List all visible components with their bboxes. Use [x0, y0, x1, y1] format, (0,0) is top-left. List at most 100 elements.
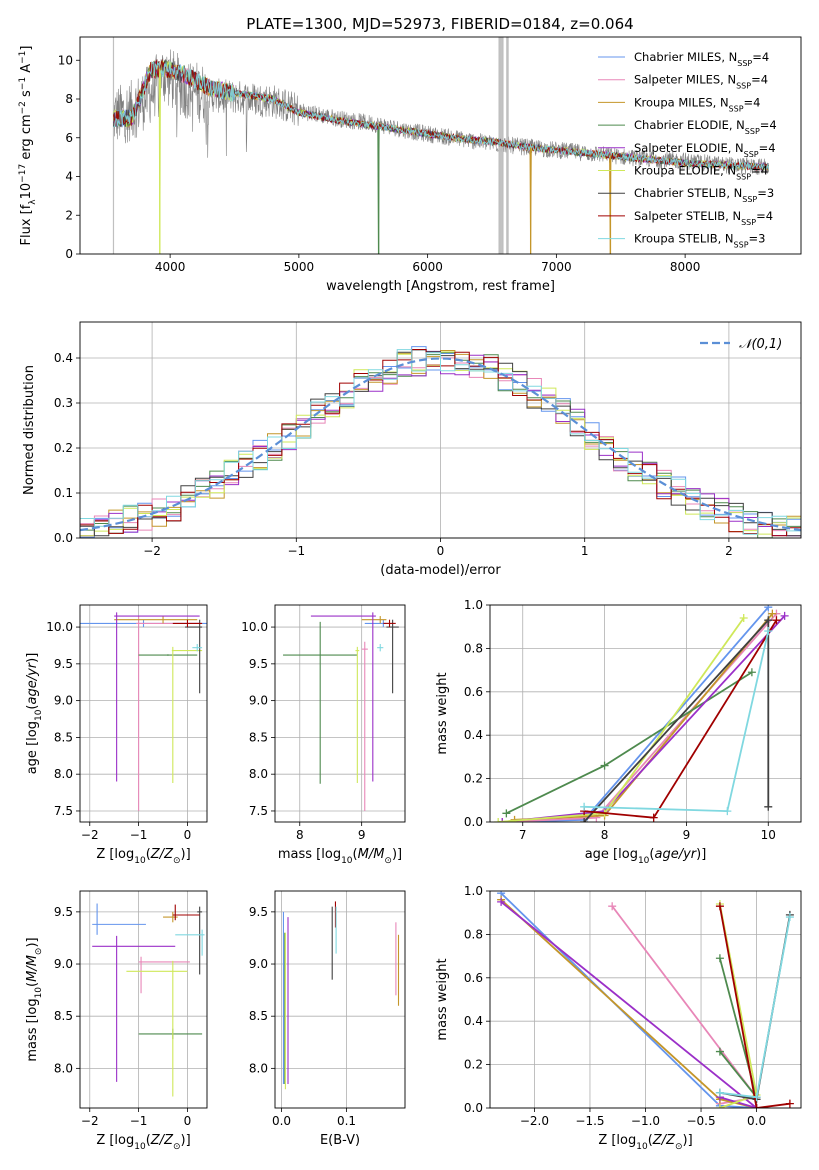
- legend-label: Kroupa MILES, NSSP=4: [634, 95, 760, 113]
- axes-frame: [274, 890, 406, 1109]
- panel-mass_vs_ebv: 0.0 0.1 8.0 8.5 9.0 9.5 E(B-V): [249, 890, 406, 1148]
- x-axis-label: Z [log10(Z/Z⊙)]: [96, 1133, 190, 1152]
- y-tick-label: 9.0: [54, 694, 73, 708]
- y-axis-label: mass [log10(M/M⊙)]: [25, 937, 44, 1061]
- x-tick-label: 2: [725, 544, 733, 558]
- x-tick-label: 7: [519, 828, 527, 842]
- x-tick-label: −1: [130, 1114, 148, 1128]
- axes-frame: [79, 36, 802, 255]
- y-tick-label: 0.6: [464, 971, 483, 985]
- weight-line-7: [719, 906, 791, 1108]
- x-axis-label: (data-model)/error: [380, 563, 501, 578]
- y-axis-label: Normed distribution: [22, 365, 37, 495]
- weight-marker: [498, 818, 507, 822]
- weight-marker: [747, 668, 756, 677]
- x-tick-label: 0: [184, 828, 192, 842]
- x-tick-label: 5000: [284, 260, 315, 274]
- legend-label: Salpeter ELODIE, NSSP=4: [634, 141, 776, 159]
- y-axis-label: mass weight: [435, 672, 450, 754]
- weight-marker: [649, 813, 658, 822]
- x-tick-label: 0.0: [747, 1114, 766, 1128]
- weight-marker: [785, 913, 794, 922]
- y-tick-label: 9.5: [249, 905, 268, 919]
- plot-area: [283, 612, 399, 811]
- y-tick-label: 0.0: [464, 815, 483, 829]
- legend-label: Chabrier STELIB, NSSP=3: [634, 186, 774, 204]
- y-tick-label: 10.0: [241, 620, 268, 634]
- x-tick-label: −2: [81, 1114, 99, 1128]
- y-tick-label: 1.0: [464, 598, 483, 612]
- weight-marker: [494, 818, 503, 822]
- x-tick-label: −1: [287, 544, 305, 558]
- legend-label: Chabrier ELODIE, NSSP=4: [634, 118, 777, 136]
- axes-frame: [79, 604, 208, 823]
- x-tick-label: 8: [296, 828, 304, 842]
- y-tick-label: 8.0: [249, 767, 268, 781]
- weight-marker: [502, 809, 511, 818]
- y-tick-label: 10: [58, 53, 73, 67]
- y-axis-label: mass weight: [435, 958, 450, 1040]
- x-tick-label: −2.0: [520, 1114, 549, 1128]
- y-tick-label: 4: [65, 170, 73, 184]
- plot-area: [282, 901, 400, 1090]
- axes-frame: [489, 604, 802, 823]
- panel-residual_hist: −2 −1 0 1 2 0.0 0.1 0.2 0.3 0.4 𝒩(0,1) (data-model)…: [22, 321, 802, 578]
- x-tick-label: 1: [581, 544, 589, 558]
- y-tick-label: 0.3: [54, 396, 73, 410]
- y-tick-label: 8.5: [249, 730, 268, 744]
- weight-marker: [715, 1047, 724, 1056]
- y-tick-label: 8.5: [54, 1009, 73, 1023]
- y-tick-label: 0.2: [464, 772, 483, 786]
- weight-marker: [715, 1104, 724, 1108]
- normal-curve: [80, 357, 801, 532]
- y-axis-label: age [log10(age/yr)]: [25, 653, 44, 775]
- legend-label-normal: 𝒩(0,1): [739, 337, 782, 352]
- y-tick-label: 7.5: [54, 804, 73, 818]
- plot-area: [112, 37, 770, 254]
- x-tick-label: −2: [81, 828, 99, 842]
- plot-area: [80, 612, 207, 811]
- weight-marker: [600, 761, 609, 770]
- y-tick-label: 9.5: [249, 657, 268, 671]
- model-spectrum-8: [113, 60, 770, 172]
- panel-weight_vs_Z: −2.0 −1.5 −1.0 −0.5 0.0 0.0 0.2 0.4 0.6 0.8 1.0 Z […: [435, 884, 802, 1152]
- x-tick-label: 9: [683, 828, 691, 842]
- y-tick-label: 9.0: [249, 694, 268, 708]
- plot-area: [494, 605, 789, 822]
- legend-label: Salpeter STELIB, NSSP=4: [634, 209, 773, 227]
- x-axis-label: age [log10(age/yr)]: [585, 847, 707, 866]
- y-axis-label: Flux [fλ10−17 erg cm−2 s−1 A−1]: [18, 46, 38, 246]
- plot-area: [80, 346, 801, 538]
- y-tick-label: 0.4: [464, 728, 483, 742]
- y-tick-label: 8.0: [249, 1061, 268, 1075]
- legend-label: Chabrier MILES, NSSP=4: [634, 50, 769, 68]
- y-tick-label: 0.1: [54, 486, 73, 500]
- weight-marker: [772, 616, 781, 625]
- y-tick-label: 0.2: [54, 441, 73, 455]
- weight-marker: [580, 802, 589, 811]
- x-tick-label: 8: [601, 828, 609, 842]
- y-tick-label: 9.0: [54, 957, 73, 971]
- x-tick-label: −1: [130, 828, 148, 842]
- weight-marker: [715, 954, 724, 963]
- x-axis-label: Z [log10(Z/Z⊙)]: [96, 847, 190, 866]
- x-tick-label: 0: [184, 1114, 192, 1128]
- weight-marker: [497, 897, 506, 906]
- weight-marker: [608, 902, 617, 911]
- panel-weight_vs_age: 7 8 9 10 0.0 0.2 0.4 0.6 0.8 1.0 age [log10(age/yr…: [435, 598, 802, 866]
- y-tick-label: 0.6: [464, 685, 483, 699]
- y-tick-label: 0.8: [464, 641, 483, 655]
- x-axis-label: wavelength [Angstrom, rest frame]: [326, 279, 555, 294]
- x-tick-label: 9: [358, 828, 366, 842]
- x-axis-label: E(B-V): [320, 1133, 360, 1148]
- x-tick-label: 6000: [412, 260, 443, 274]
- y-tick-label: 8.5: [249, 1009, 268, 1023]
- x-tick-label: 0.0: [272, 1114, 291, 1128]
- x-tick-label: 0: [437, 544, 445, 558]
- y-tick-label: 0.8: [464, 927, 483, 941]
- plot-area: [497, 891, 794, 1108]
- x-tick-label: −0.5: [686, 1114, 715, 1128]
- y-tick-label: 8.0: [54, 767, 73, 781]
